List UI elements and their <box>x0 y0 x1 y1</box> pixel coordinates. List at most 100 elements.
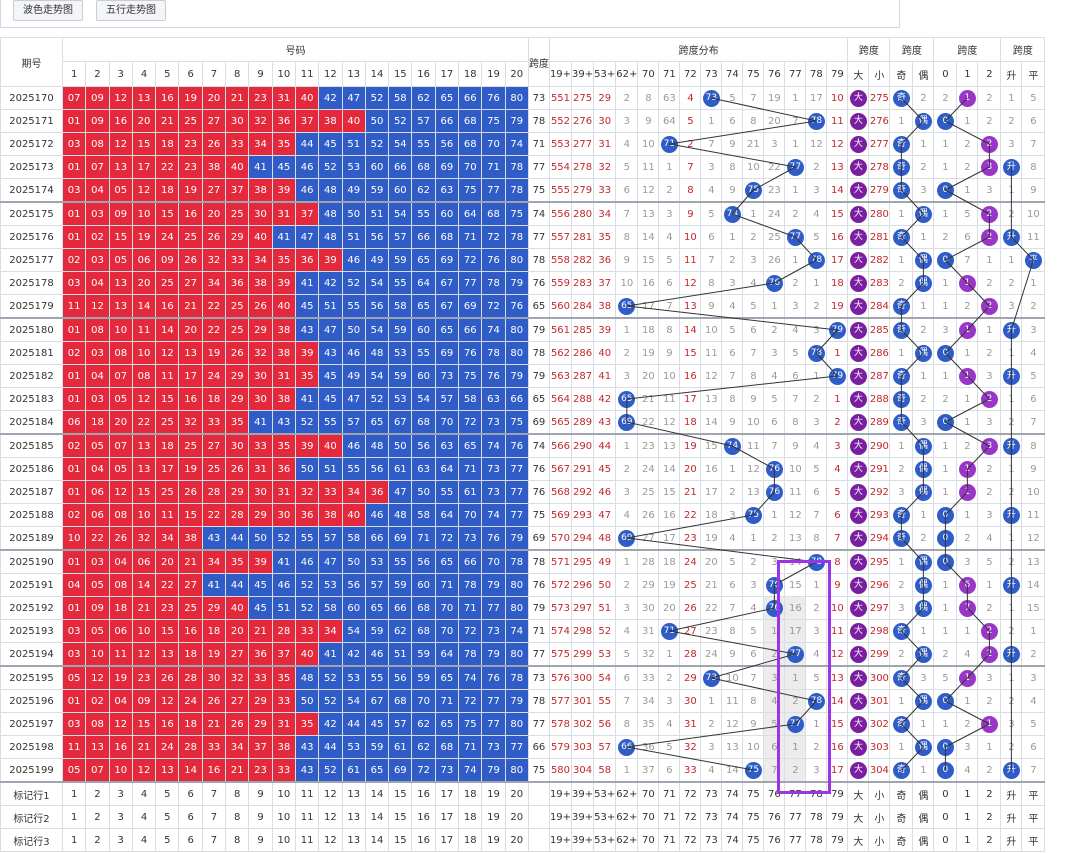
marker-row-cell: 79 <box>826 828 849 852</box>
number-cell: 49 <box>341 178 366 203</box>
data-row[interactable]: 2025199 05 07 10 12 13 14 16 21 23 33 43 52 61 65 69 72 7… <box>0 758 1046 783</box>
mod-cell: 2 <box>977 109 1002 133</box>
ball-marker: 1 <box>958 89 976 107</box>
small-cell: 284 <box>868 294 891 319</box>
data-row[interactable]: 2025194 03 10 11 12 13 18 19 27 36 37 40 41 42 46 51 59 6… <box>0 642 1046 667</box>
five-elements-trend-button[interactable]: 五行走势图 <box>96 0 166 21</box>
span-cell: 77 <box>527 712 550 736</box>
number-cell: 13 <box>108 155 133 179</box>
bucket-cell: 8 <box>615 225 639 249</box>
data-row[interactable]: 2025196 01 02 04 09 12 24 26 27 29 33 50 52 54 67 68 70 7… <box>0 689 1046 713</box>
span-dist-cell: 9 <box>742 712 765 736</box>
data-row[interactable]: 2025170 07 09 12 13 16 19 20 21 23 31 40 42 47 52 58 62 6… <box>0 86 1046 110</box>
big-marker-cell: 大 <box>847 410 870 435</box>
number-cell: 34 <box>341 480 366 504</box>
big-marker-cell: 大 <box>847 480 870 504</box>
wave-color-trend-button[interactable]: 波色走势图 <box>13 0 83 21</box>
span-dist-cell: 10 <box>826 596 849 620</box>
up-cell: 1 <box>1000 665 1023 690</box>
number-cell: 43 <box>294 735 320 759</box>
number-cell: 10 <box>108 317 133 342</box>
up-marker-cell: 升 <box>1000 364 1023 388</box>
span-dist-cell: 7 <box>679 155 702 179</box>
data-row[interactable]: 2025193 03 05 06 10 15 16 18 20 21 28 33 34 54 59 62 68 7… <box>0 619 1046 643</box>
data-row[interactable]: 2025172 03 08 12 15 18 23 26 33 34 35 44 45 51 52 54 55 5… <box>0 132 1046 156</box>
span-dist-cell: 19 <box>679 433 702 458</box>
data-row[interactable]: 2025176 01 02 15 19 24 25 26 29 40 41 47 48 51 56 57 66 6… <box>0 225 1046 249</box>
data-row[interactable]: 2025173 01 07 13 17 22 23 38 40 41 45 46 52 53 60 66 68 6… <box>0 155 1046 179</box>
number-cell: 36 <box>364 480 390 504</box>
span-dist-cell: 6 <box>700 225 723 249</box>
mod-marker-cell: 0 <box>933 689 958 713</box>
data-row[interactable]: 2025198 11 13 16 21 24 28 33 34 37 38 43 44 53 59 61 62 6… <box>0 735 1046 759</box>
data-row[interactable]: 2025183 01 03 05 12 15 16 18 29 30 38 41 45 47 52 53 54 5… <box>0 387 1046 411</box>
data-row[interactable]: 2025184 06 18 20 22 25 32 33 35 41 43 52 55 57 65 67 68 7… <box>0 410 1046 435</box>
number-cell: 76 <box>481 665 506 690</box>
number-cell: 44 <box>225 526 250 551</box>
data-row[interactable]: 2025190 01 03 04 06 20 21 34 35 39 41 46 47 50 53 55 56 6… <box>0 549 1046 574</box>
marker-row-cell: 13 <box>341 828 366 852</box>
data-row[interactable]: 2025180 01 08 10 11 14 20 22 25 29 38 43 47 50 54 59 60 6… <box>0 317 1046 342</box>
data-row[interactable]: 2025178 03 04 13 20 25 27 34 36 38 39 41 42 52 54 55 64 6… <box>0 271 1046 295</box>
number-cell: 68 <box>434 225 460 249</box>
data-row[interactable]: 2025182 01 04 07 08 11 17 24 29 30 31 35 45 49 54 59 60 7… <box>0 364 1046 388</box>
number-cell: 62 <box>388 619 413 643</box>
data-row[interactable]: 2025174 03 04 05 12 18 19 27 37 38 39 46 48 49 59 60 62 6… <box>0 178 1046 203</box>
number-cell: 38 <box>178 526 203 551</box>
number-cell: 49 <box>341 364 366 388</box>
data-row[interactable]: 2025179 11 12 13 14 16 21 22 25 26 40 45 51 55 56 58 65 6… <box>0 294 1046 319</box>
span-dist-cell: 2 <box>805 596 828 620</box>
data-row[interactable]: 2025195 05 12 19 23 26 28 30 32 33 35 48 52 53 55 56 59 6… <box>0 665 1046 690</box>
period-cell: 2025187 <box>0 480 63 504</box>
marker-row-cell: 4 <box>131 781 157 806</box>
span-dist-cell: 11 <box>826 109 849 133</box>
data-row[interactable]: 2025186 01 04 05 13 17 19 25 26 31 36 50 51 55 56 61 63 6… <box>0 457 1046 481</box>
marker-row-cell: 偶 <box>912 781 935 806</box>
data-row[interactable]: 2025185 02 05 07 13 18 25 27 30 33 35 39 40 46 48 50 56 6… <box>0 433 1046 458</box>
data-row[interactable]: 2025189 10 22 26 32 34 38 43 44 50 52 55 57 58 66 69 71 7… <box>0 526 1046 551</box>
number-cell: 05 <box>108 178 133 203</box>
span-cell: 69 <box>527 410 550 435</box>
data-row[interactable]: 2025188 02 06 08 10 11 15 22 28 29 30 36 38 40 46 48 58 6… <box>0 503 1046 527</box>
mod-marker-cell: 7 <box>956 596 979 620</box>
span-dist-cell: 8 <box>742 364 765 388</box>
data-row[interactable]: 2025175 01 03 09 10 15 16 20 25 30 31 37 48 50 51 54 55 6… <box>0 201 1046 226</box>
even-cell: 1 <box>912 503 935 527</box>
number-cell: 76 <box>504 433 529 458</box>
number-column-header: 1 <box>61 61 87 87</box>
span-cell: 77 <box>527 155 550 179</box>
number-cell: 05 <box>85 619 110 643</box>
number-cell: 04 <box>85 457 110 481</box>
marker-row-cell: 小 <box>868 781 891 806</box>
marker-row-cell: 8 <box>225 805 250 829</box>
span-dist-cell: 15 <box>826 712 849 736</box>
data-row[interactable]: 2025177 02 03 05 06 09 26 32 33 34 35 36 39 46 49 59 65 6… <box>0 248 1046 272</box>
number-cell: 36 <box>294 248 320 272</box>
number-cell: 65 <box>364 596 390 620</box>
small-cell: 295 <box>868 549 891 574</box>
data-row[interactable]: 2025197 03 08 12 15 16 18 21 26 29 31 35 42 44 45 57 62 6… <box>0 712 1046 736</box>
data-row[interactable]: 2025191 04 05 08 14 22 27 41 44 45 46 52 53 56 57 59 60 7… <box>0 573 1046 597</box>
number-cell: 12 <box>108 480 133 504</box>
span-marker-cell: 71 <box>658 619 681 643</box>
bucket-cell: 53 <box>593 642 617 667</box>
data-row[interactable]: 2025187 01 06 12 15 25 26 28 29 30 31 32 33 34 36 47 50 5… <box>0 480 1046 504</box>
number-cell: 56 <box>341 573 366 597</box>
marker-row-cell: 62+ <box>615 828 639 852</box>
data-row[interactable]: 2025192 01 09 18 21 23 25 29 40 45 51 52 58 60 65 66 68 7… <box>0 596 1046 620</box>
data-row[interactable]: 2025181 02 03 08 10 12 13 19 26 32 38 39 43 46 48 53 55 6… <box>0 341 1046 365</box>
number-column-header: 4 <box>131 61 157 87</box>
number-cell: 19 <box>178 457 203 481</box>
number-cell: 58 <box>388 86 413 110</box>
number-cell: 43 <box>201 526 227 551</box>
number-cell: 76 <box>458 341 483 365</box>
span-dist-cell: 1 <box>763 503 786 527</box>
number-cell: 76 <box>504 294 529 319</box>
number-cell: 11 <box>155 503 180 527</box>
number-cell: 18 <box>155 433 180 458</box>
ball-marker: 升 <box>1002 761 1020 779</box>
number-cell: 40 <box>294 642 320 667</box>
bucket-cell: 279 <box>571 178 595 203</box>
data-row[interactable]: 2025171 01 09 16 20 21 25 27 30 32 36 37 38 40 50 52 57 6… <box>0 109 1046 133</box>
number-cell: 71 <box>411 526 436 551</box>
